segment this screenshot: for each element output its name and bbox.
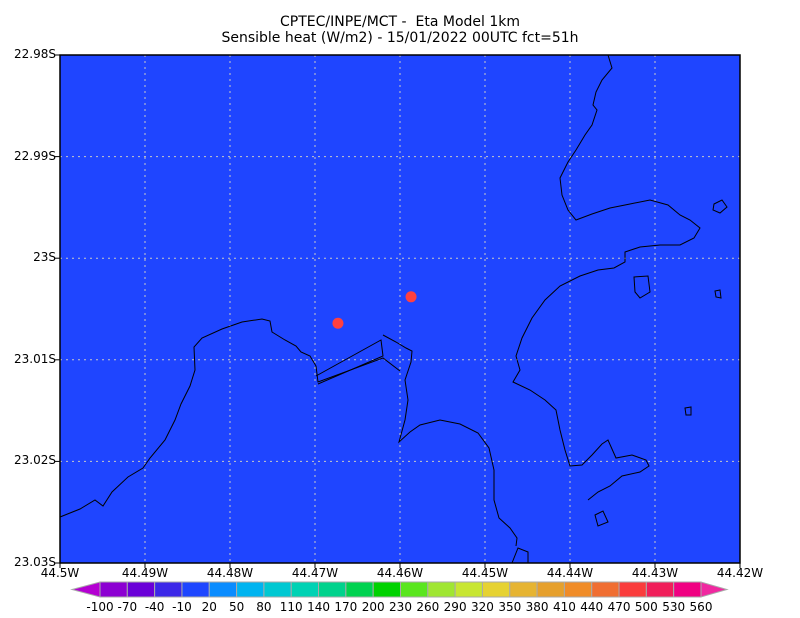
lat-label: 23.01S	[14, 351, 56, 366]
pier	[315, 339, 384, 385]
title-line-2: Sensible heat (W/m2) - 15/01/2022 00UTC …	[221, 30, 579, 46]
colorbar-label: -40	[144, 600, 165, 614]
island	[712, 199, 728, 214]
colorbar-high-triangle	[700, 581, 729, 598]
lat-label: 23.02S	[14, 453, 56, 468]
colorbar-box	[181, 581, 210, 598]
colorbar-box	[481, 581, 511, 598]
colorbar-box	[290, 581, 320, 598]
colorbar-label: 50	[228, 600, 245, 614]
coastline	[59, 54, 728, 564]
colorbar-box	[536, 581, 565, 598]
lat-label: 23S	[33, 250, 56, 265]
colorbar-label: 560	[689, 600, 713, 614]
lon-label: 44.45W	[461, 566, 509, 580]
colorbar-label: 20	[201, 600, 217, 614]
colorbar-box	[99, 581, 128, 598]
colorbar-label: 470	[607, 600, 631, 614]
coastline-center	[382, 334, 518, 547]
lat-label: 22.99S	[14, 148, 56, 163]
colorbar-box	[591, 581, 620, 598]
island	[633, 275, 651, 299]
colorbar-box	[427, 581, 456, 598]
station-marker	[332, 317, 344, 329]
colorbar-label: 140	[307, 600, 330, 614]
colorbar-box	[454, 581, 483, 598]
colorbar-box	[400, 581, 429, 598]
colorbar-label: 200	[361, 600, 385, 614]
colorbar-label: 290	[443, 600, 467, 614]
lat-label: 23.03S	[14, 555, 56, 569]
colorbar-label: 320	[471, 600, 494, 614]
colorbar-label: 260	[416, 600, 440, 614]
colorbar-box	[673, 581, 702, 598]
colorbar-box	[563, 581, 593, 598]
colorbar-label: 170	[334, 600, 358, 614]
colorbar-label: -10	[172, 600, 192, 614]
title-line-1: CPTEC/INPE/MCT - Eta Model 1km	[279, 14, 521, 30]
island	[594, 510, 609, 527]
coastline-west	[59, 318, 401, 518]
colorbar-box	[318, 581, 347, 598]
station-marker	[405, 291, 417, 303]
lon-label: 44.49W	[121, 566, 169, 580]
plot-frame	[59, 54, 741, 564]
lat-label: 22.98S	[14, 47, 56, 61]
colorbar-box	[509, 581, 538, 598]
colorbar-box	[263, 581, 292, 598]
colorbar-box	[236, 581, 265, 598]
colorbar-label: 440	[580, 600, 604, 614]
colorbar-label: 110	[279, 600, 303, 614]
colorbar-low-triangle	[70, 581, 101, 598]
coastline-south	[511, 547, 529, 564]
colorbar-label: 530	[662, 600, 686, 614]
lon-label: 44.42W	[716, 566, 764, 580]
lon-label: 44.47W	[291, 566, 339, 580]
colorbar-label: 350	[498, 600, 522, 614]
colorbar-label: 410	[552, 600, 576, 614]
colorbar-box	[645, 581, 675, 598]
markers	[332, 291, 417, 329]
colorbar-box	[208, 581, 238, 598]
lon-label: 44.5W	[40, 566, 80, 580]
colorbar-label: 380	[525, 600, 549, 614]
colorbar	[70, 581, 729, 598]
colorbar-box	[126, 581, 156, 598]
lon-label: 44.46W	[376, 566, 424, 580]
colorbar-box	[154, 581, 183, 598]
colorbar-box	[618, 581, 647, 598]
coastline-east	[512, 54, 701, 501]
colorbar-label: 230	[389, 600, 412, 614]
lon-label: 44.43W	[631, 566, 679, 580]
lon-label: 44.48W	[206, 566, 254, 580]
island	[684, 406, 692, 416]
colorbar-label: -70	[117, 600, 138, 614]
colorbar-label: 80	[256, 600, 272, 614]
colorbar-box	[345, 581, 374, 598]
island	[714, 289, 722, 299]
gridlines	[55, 54, 741, 568]
colorbar-label: 500	[634, 600, 658, 614]
colorbar-label: -100	[86, 600, 114, 614]
colorbar-box	[372, 581, 402, 598]
lon-label: 44.44W	[546, 566, 594, 580]
